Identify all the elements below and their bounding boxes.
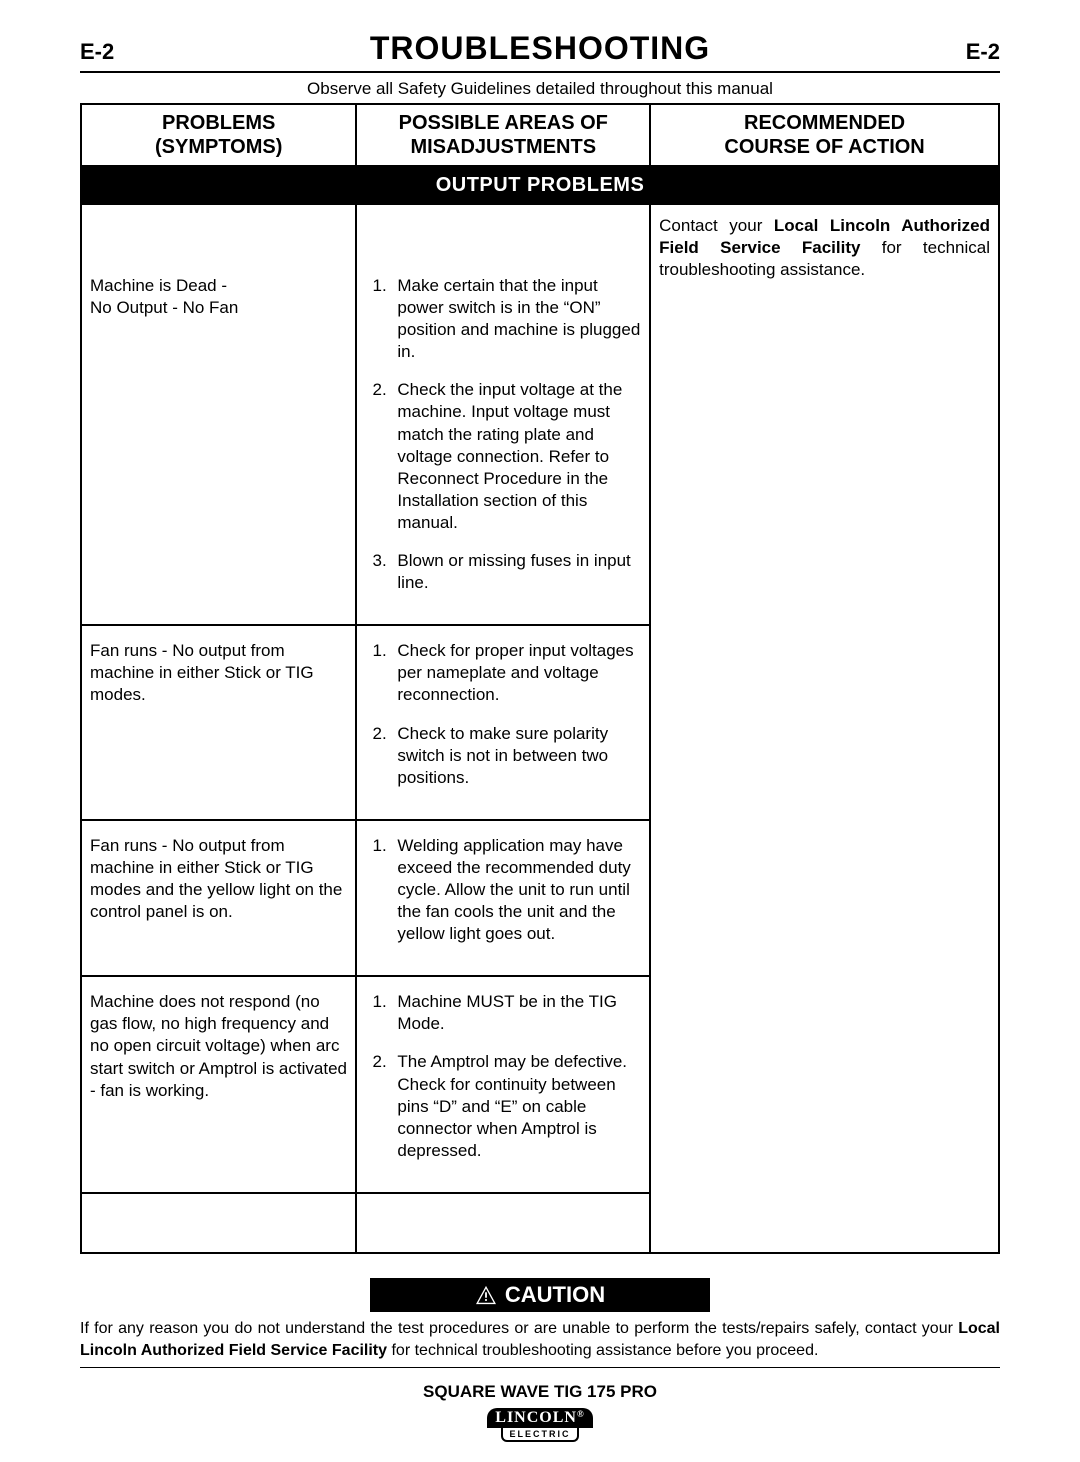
caution-label: CAUTION	[505, 1282, 605, 1308]
causes-cell: Machine MUST be in the TIG Mode. The Ampt…	[356, 976, 650, 1193]
troubleshooting-table: PROBLEMS (SYMPTOMS) POSSIBLE AREAS OF MI…	[80, 103, 1000, 1254]
brand-logo-bottom: ELECTRIC	[501, 1428, 579, 1442]
table-body: Machine is Dead -No Output - No Fan Make …	[81, 204, 999, 1253]
caution-bar: CAUTION	[370, 1278, 710, 1312]
recommended-cell: Contact your Local Lincoln Authorized Fi…	[650, 204, 999, 1253]
col-header-problems: PROBLEMS (SYMPTOMS)	[81, 104, 356, 166]
brand-logo: LINCOLN® ELECTRIC	[80, 1408, 1000, 1442]
page-title: TROUBLESHOOTING	[370, 30, 710, 67]
cause-item: Blown or missing fuses in input line.	[391, 550, 641, 594]
cause-item: The Amptrol may be defective. Check for …	[391, 1051, 641, 1161]
safety-note: Observe all Safety Guidelines detailed t…	[80, 79, 1000, 99]
symptom-cell: Fan runs - No output from machine in eit…	[81, 625, 356, 820]
caution-text: If for any reason you do not understand …	[80, 1318, 1000, 1368]
causes-cell: Welding application may have exceed the …	[356, 820, 650, 976]
cause-item: Check the input voltage at the machine. …	[391, 379, 641, 534]
table-header-row: PROBLEMS (SYMPTOMS) POSSIBLE AREAS OF MI…	[81, 104, 999, 166]
cause-item: Machine MUST be in the TIG Mode.	[391, 991, 641, 1035]
symptom-cell: Fan runs - No output from machine in eit…	[81, 820, 356, 976]
cause-item: Make certain that the input power switch…	[391, 275, 641, 363]
cause-item: Check to make sure polarity switch is no…	[391, 723, 641, 789]
cause-item: Welding application may have exceed the …	[391, 835, 641, 945]
section-code-right: E-2	[966, 39, 1000, 65]
warning-icon	[475, 1285, 497, 1305]
section-code-left: E-2	[80, 39, 114, 65]
product-name: SQUARE WAVE TIG 175 PRO	[80, 1382, 1000, 1402]
col-header-recommended: RECOMMENDED COURSE OF ACTION	[650, 104, 999, 166]
table-row: Machine is Dead -No Output - No Fan Make …	[81, 204, 999, 625]
causes-cell: Make certain that the input power switch…	[356, 204, 650, 625]
causes-cell: Check for proper input voltages per name…	[356, 625, 650, 820]
col-header-possible: POSSIBLE AREAS OF MISADJUSTMENTS	[356, 104, 650, 166]
page-header: E-2 TROUBLESHOOTING E-2	[80, 30, 1000, 73]
brand-logo-top: LINCOLN®	[487, 1408, 592, 1428]
symptom-cell: Machine does not respond (no gas flow, n…	[81, 976, 356, 1193]
cause-item: Check for proper input voltages per name…	[391, 640, 641, 706]
symptom-cell: Machine is Dead -No Output - No Fan	[81, 204, 356, 625]
section-band: OUTPUT PROBLEMS	[81, 166, 999, 204]
